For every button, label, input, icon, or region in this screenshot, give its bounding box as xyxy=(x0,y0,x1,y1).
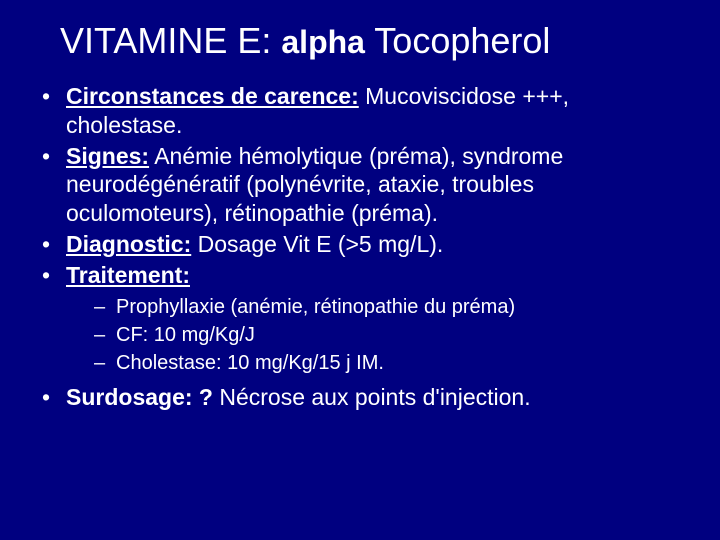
bullet-circonstances: Circonstances de carence: Mucoviscidose … xyxy=(40,82,690,140)
bullet-signes: Signes: Anémie hémolytique (préma), synd… xyxy=(40,142,690,228)
bullet-traitement: Traitement: Prophyllaxie (anémie, rétino… xyxy=(40,261,690,378)
bullet-surdosage: Surdosage: ? Nécrose aux points d'inject… xyxy=(40,383,690,412)
title-alpha: alpha xyxy=(281,24,365,60)
sub-bullet: Cholestase: 10 mg/Kg/15 j IM. xyxy=(94,349,690,377)
bullet-label: Traitement: xyxy=(66,262,190,288)
bullet-label: Surdosage: ? xyxy=(66,384,213,410)
main-bullet-list: Circonstances de carence: Mucoviscidose … xyxy=(40,82,690,412)
sub-bullet: Prophyllaxie (anémie, rétinopathie du pr… xyxy=(94,293,690,321)
bullet-label: Diagnostic: xyxy=(66,231,191,257)
slide-title: VITAMINE E: alpha Tocopherol xyxy=(40,20,690,62)
title-post: Tocopherol xyxy=(365,20,550,61)
title-pre: VITAMINE E: xyxy=(60,20,281,61)
sub-bullet-list: Prophyllaxie (anémie, rétinopathie du pr… xyxy=(94,293,690,377)
bullet-diagnostic: Diagnostic: Dosage Vit E (>5 mg/L). xyxy=(40,230,690,259)
bullet-text: Dosage Vit E (>5 mg/L). xyxy=(191,231,443,257)
sub-bullet: CF: 10 mg/Kg/J xyxy=(94,321,690,349)
bullet-label: Signes: xyxy=(66,143,149,169)
bullet-label: Circonstances de carence: xyxy=(66,83,359,109)
bullet-text: Nécrose aux points d'injection. xyxy=(213,384,531,410)
